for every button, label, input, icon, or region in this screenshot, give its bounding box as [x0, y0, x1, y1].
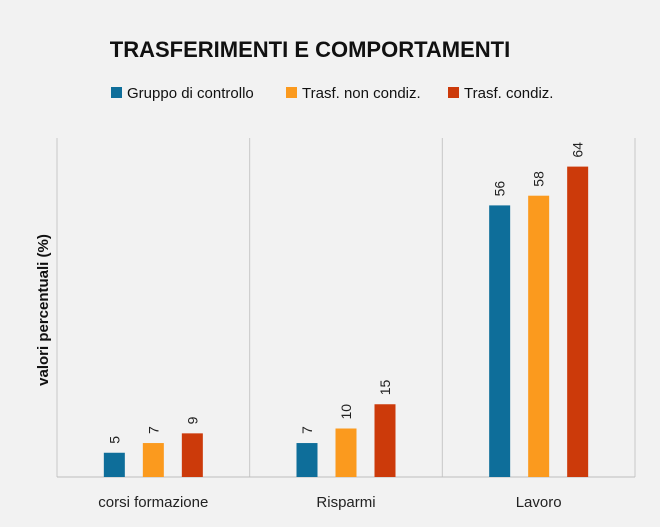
bar	[181, 433, 203, 477]
data-label: 56	[492, 181, 508, 197]
legend-item: Trasf. condiz.	[448, 85, 553, 102]
data-label: 7	[145, 426, 161, 434]
x-tick-label: corsi formazione	[98, 494, 208, 511]
bar	[335, 428, 357, 477]
data-label: 10	[338, 404, 354, 420]
legend-label: Trasf. non condiz.	[302, 85, 421, 102]
legend-label: Trasf. condiz.	[464, 85, 553, 102]
data-label: 15	[377, 379, 393, 395]
legend-label: Gruppo di controllo	[127, 85, 254, 102]
bar	[374, 404, 396, 477]
legend-swatch	[286, 87, 297, 98]
data-label: 7	[299, 426, 315, 434]
chart-title: TRASFERIMENTI E COMPORTAMENTI	[110, 37, 510, 62]
x-tick-label: Risparmi	[316, 494, 375, 511]
bar	[103, 452, 125, 477]
legend-item: Gruppo di controllo	[111, 85, 254, 102]
legend-swatch	[448, 87, 459, 98]
data-label: 9	[184, 416, 200, 424]
bar	[528, 195, 550, 477]
legend-item: Trasf. non condiz.	[286, 85, 421, 102]
y-axis-label: valori percentuali (%)	[35, 234, 52, 386]
bar	[567, 166, 589, 477]
legend: Gruppo di controllo Trasf. non condiz. Tra…	[111, 85, 553, 102]
legend-swatch	[111, 87, 122, 98]
data-label: 64	[570, 142, 586, 158]
data-label: 58	[531, 171, 547, 187]
bar	[489, 205, 511, 477]
bar	[296, 443, 318, 477]
x-tick-label: Lavoro	[516, 494, 562, 511]
data-label: 5	[106, 436, 122, 444]
bar	[142, 443, 164, 477]
plot-area: 5 7 9 corsi formazione 7 10 15 Risparmi 56 58 64 La…	[56, 138, 636, 511]
